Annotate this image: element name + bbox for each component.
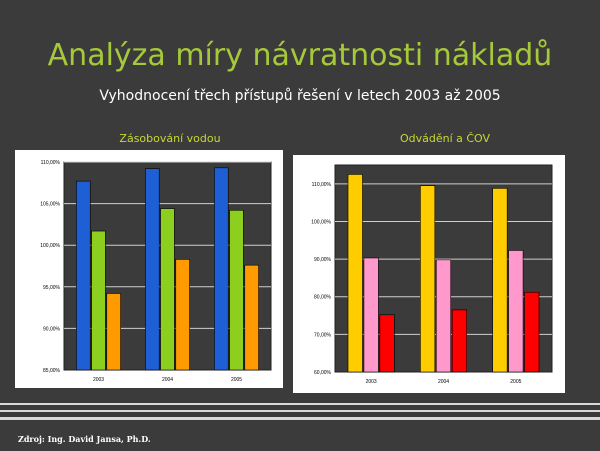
slide-subtitle: Vyhodnocení třech přístupů řešení v lete… <box>99 88 501 104</box>
water-ytick-label: 105,00% <box>40 202 60 208</box>
drain-bar <box>524 291 540 373</box>
water-bar <box>106 293 121 371</box>
water-bar <box>160 208 175 371</box>
water-ytick-label: 100,00% <box>40 243 60 249</box>
drain-xtick-label: 2003 <box>366 379 377 385</box>
drain-bar <box>492 188 508 373</box>
drain-ytick-label: 60,00% <box>314 370 332 376</box>
water-bar <box>76 180 91 371</box>
water-ytick-label: 85,00% <box>43 368 61 374</box>
water-bar <box>244 264 259 371</box>
drain-bar <box>420 185 436 373</box>
drain-xtick-label: 2004 <box>438 379 449 385</box>
footer-divider <box>0 403 600 425</box>
drain-bar <box>451 309 467 373</box>
drain-ytick-label: 70,00% <box>314 332 332 338</box>
drain-bar <box>363 257 379 373</box>
water-xtick-label: 2004 <box>162 377 173 383</box>
chart-title-drainage: Odvádění a ČOV <box>399 132 491 145</box>
slide-title: Analýza míry návratnosti nákladů <box>47 38 553 73</box>
drain-bar <box>379 314 395 373</box>
chart-title-water-supply: Zásobování vodou <box>119 132 221 145</box>
water-bar <box>214 167 229 371</box>
drain-bar <box>347 174 363 373</box>
water-ytick-label: 90,00% <box>43 326 61 332</box>
drain-bar <box>508 250 524 373</box>
water-bar <box>229 209 244 371</box>
water-bar <box>91 230 106 371</box>
drain-bar <box>435 259 452 373</box>
drain-ytick-label: 80,00% <box>314 295 332 301</box>
drain-ytick-label: 100,00% <box>311 219 331 225</box>
drain-ytick-label: 110,00% <box>312 182 332 188</box>
water-xtick-label: 2005 <box>231 377 242 383</box>
drain-ytick-label: 90,00% <box>314 257 332 263</box>
water-xtick-label: 2003 <box>93 377 104 383</box>
water-bar <box>175 259 190 371</box>
drain-xtick-label: 2005 <box>510 379 521 385</box>
water-ytick-label: 95,00% <box>43 285 61 291</box>
water-bar <box>145 168 160 371</box>
source-credit: Zdroj: Ing. David Jansa, Ph.D. <box>18 434 151 444</box>
water-ytick-label: 110,00% <box>41 160 61 166</box>
